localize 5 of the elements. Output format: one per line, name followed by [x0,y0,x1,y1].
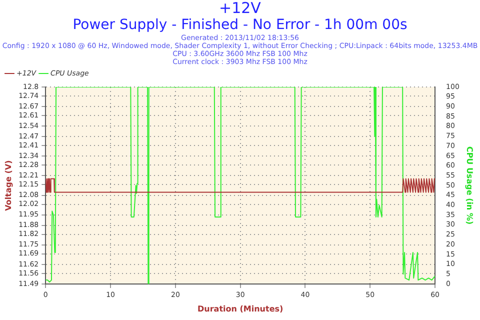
chart-subtitle: Power Supply - Finished - No Error - 1h 00m 00s [72,17,408,34]
y-axis-title: Voltage (V) [4,160,13,211]
y2-axis-title: CPU Usage (in %) [465,146,474,225]
x-axis-title: Duration (Minutes) [198,304,284,314]
chart-title: +12V [218,0,262,17]
